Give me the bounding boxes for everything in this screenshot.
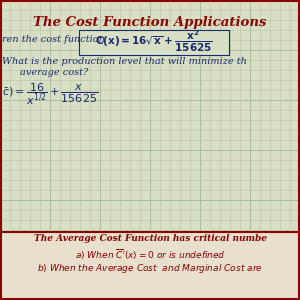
- Text: $\bar{c}) = \dfrac{16}{x^{1/2}}+\dfrac{x}{15625}$: $\bar{c}) = \dfrac{16}{x^{1/2}}+\dfrac{x…: [2, 82, 98, 107]
- Text: $a)\ When\ \overline{C}'(x) = 0\ or\ is\ undefined$: $a)\ When\ \overline{C}'(x) = 0\ or\ is\…: [75, 248, 225, 262]
- Text: $b)\ When\ the\ Average\ Cost\ \ and\ Marginal\ Cost\ are$: $b)\ When\ the\ Average\ Cost\ \ and\ Ma…: [37, 262, 263, 275]
- Text: ren the cost function: ren the cost function: [2, 35, 105, 44]
- Text: average cost?: average cost?: [20, 68, 88, 77]
- Text: The Cost Function Applications: The Cost Function Applications: [33, 16, 267, 29]
- Text: $\mathbf{C(x) = 16\sqrt{x} + \dfrac{x^2}{15625}}$: $\mathbf{C(x) = 16\sqrt{x} + \dfrac{x^2}…: [95, 29, 213, 54]
- Text: What is the production level that will minimize th: What is the production level that will m…: [2, 57, 247, 66]
- Bar: [0, 232, 300, 300]
- FancyBboxPatch shape: [79, 30, 229, 55]
- Text: The Average Cost Function has critical numbe: The Average Cost Function has critical n…: [34, 234, 266, 243]
